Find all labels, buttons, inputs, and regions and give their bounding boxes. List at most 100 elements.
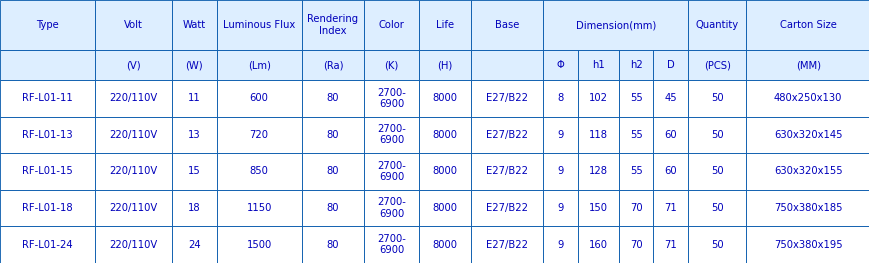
Text: 2700-
6900: 2700- 6900 [376, 88, 406, 109]
Bar [577, 80, 618, 117]
Text: 8000: 8000 [432, 203, 456, 213]
Text: 55: 55 [629, 166, 641, 176]
Text: 220/110V: 220/110V [109, 240, 157, 250]
Text: 480x250x130: 480x250x130 [773, 93, 841, 103]
Bar [216, 80, 302, 117]
Bar [216, 117, 302, 153]
Bar [542, 0, 687, 50]
Text: 9: 9 [557, 203, 563, 213]
Text: 1150: 1150 [246, 203, 271, 213]
Bar [216, 190, 302, 226]
Bar [542, 226, 577, 263]
Bar [653, 153, 687, 190]
Text: 2700-
6900: 2700- 6900 [376, 198, 406, 219]
Bar [418, 50, 470, 80]
Text: 9: 9 [557, 130, 563, 140]
Text: Life: Life [435, 20, 454, 30]
Text: 630x320x145: 630x320x145 [773, 130, 841, 140]
Text: 11: 11 [188, 93, 201, 103]
Bar [618, 50, 653, 80]
Bar [542, 50, 577, 80]
Bar [470, 0, 542, 50]
Bar [95, 0, 172, 50]
Text: 220/110V: 220/110V [109, 203, 157, 213]
Bar [746, 226, 869, 263]
Bar [746, 153, 869, 190]
Bar [95, 117, 172, 153]
Text: RF-L01-13: RF-L01-13 [22, 130, 73, 140]
Bar [418, 190, 470, 226]
Bar [364, 80, 418, 117]
Text: 150: 150 [588, 203, 607, 213]
Bar [172, 80, 216, 117]
Bar [542, 153, 577, 190]
Text: Type: Type [36, 20, 59, 30]
Bar [687, 153, 746, 190]
Text: 630x320x155: 630x320x155 [773, 166, 841, 176]
Bar [653, 117, 687, 153]
Text: Dimension(mm): Dimension(mm) [575, 20, 655, 30]
Text: 80: 80 [327, 130, 339, 140]
Text: 160: 160 [588, 240, 607, 250]
Bar [95, 190, 172, 226]
Text: 70: 70 [629, 240, 641, 250]
Bar [364, 190, 418, 226]
Bar [0, 117, 95, 153]
Text: (V): (V) [126, 60, 141, 70]
Text: 60: 60 [664, 130, 676, 140]
Bar [0, 153, 95, 190]
Bar [577, 117, 618, 153]
Text: Rendering
Index: Rendering Index [307, 14, 358, 36]
Bar [618, 153, 653, 190]
Bar [0, 50, 95, 80]
Text: 850: 850 [249, 166, 269, 176]
Bar [95, 80, 172, 117]
Text: 8000: 8000 [432, 240, 456, 250]
Text: (Lm): (Lm) [248, 60, 270, 70]
Bar [746, 190, 869, 226]
Bar [746, 0, 869, 50]
Bar [0, 80, 95, 117]
Bar [687, 80, 746, 117]
Text: 9: 9 [557, 240, 563, 250]
Text: 128: 128 [588, 166, 607, 176]
Bar [618, 80, 653, 117]
Bar [687, 0, 746, 50]
Bar [0, 0, 95, 50]
Text: D: D [667, 60, 674, 70]
Text: 80: 80 [327, 203, 339, 213]
Text: Quantity: Quantity [695, 20, 738, 30]
Text: 50: 50 [710, 130, 723, 140]
Text: 102: 102 [588, 93, 607, 103]
Text: Base: Base [494, 20, 519, 30]
Text: h2: h2 [629, 60, 641, 70]
Bar [216, 0, 302, 50]
Bar [95, 50, 172, 80]
Text: 55: 55 [629, 93, 641, 103]
Text: 45: 45 [664, 93, 676, 103]
Bar [618, 117, 653, 153]
Text: 71: 71 [664, 240, 676, 250]
Text: 220/110V: 220/110V [109, 93, 157, 103]
Bar [172, 190, 216, 226]
Text: 8: 8 [557, 93, 563, 103]
Text: RF-L01-18: RF-L01-18 [22, 203, 73, 213]
Text: 55: 55 [629, 130, 641, 140]
Text: 9: 9 [557, 166, 563, 176]
Text: 600: 600 [249, 93, 269, 103]
Bar [302, 0, 364, 50]
Text: (K): (K) [384, 60, 398, 70]
Text: 2700-
6900: 2700- 6900 [376, 124, 406, 145]
Bar [687, 117, 746, 153]
Bar [418, 226, 470, 263]
Text: 118: 118 [588, 130, 607, 140]
Text: 24: 24 [188, 240, 201, 250]
Bar [687, 226, 746, 263]
Text: 8000: 8000 [432, 93, 456, 103]
Bar [653, 190, 687, 226]
Bar [470, 117, 542, 153]
Text: 220/110V: 220/110V [109, 130, 157, 140]
Bar [364, 0, 418, 50]
Text: Watt: Watt [182, 20, 206, 30]
Bar [0, 190, 95, 226]
